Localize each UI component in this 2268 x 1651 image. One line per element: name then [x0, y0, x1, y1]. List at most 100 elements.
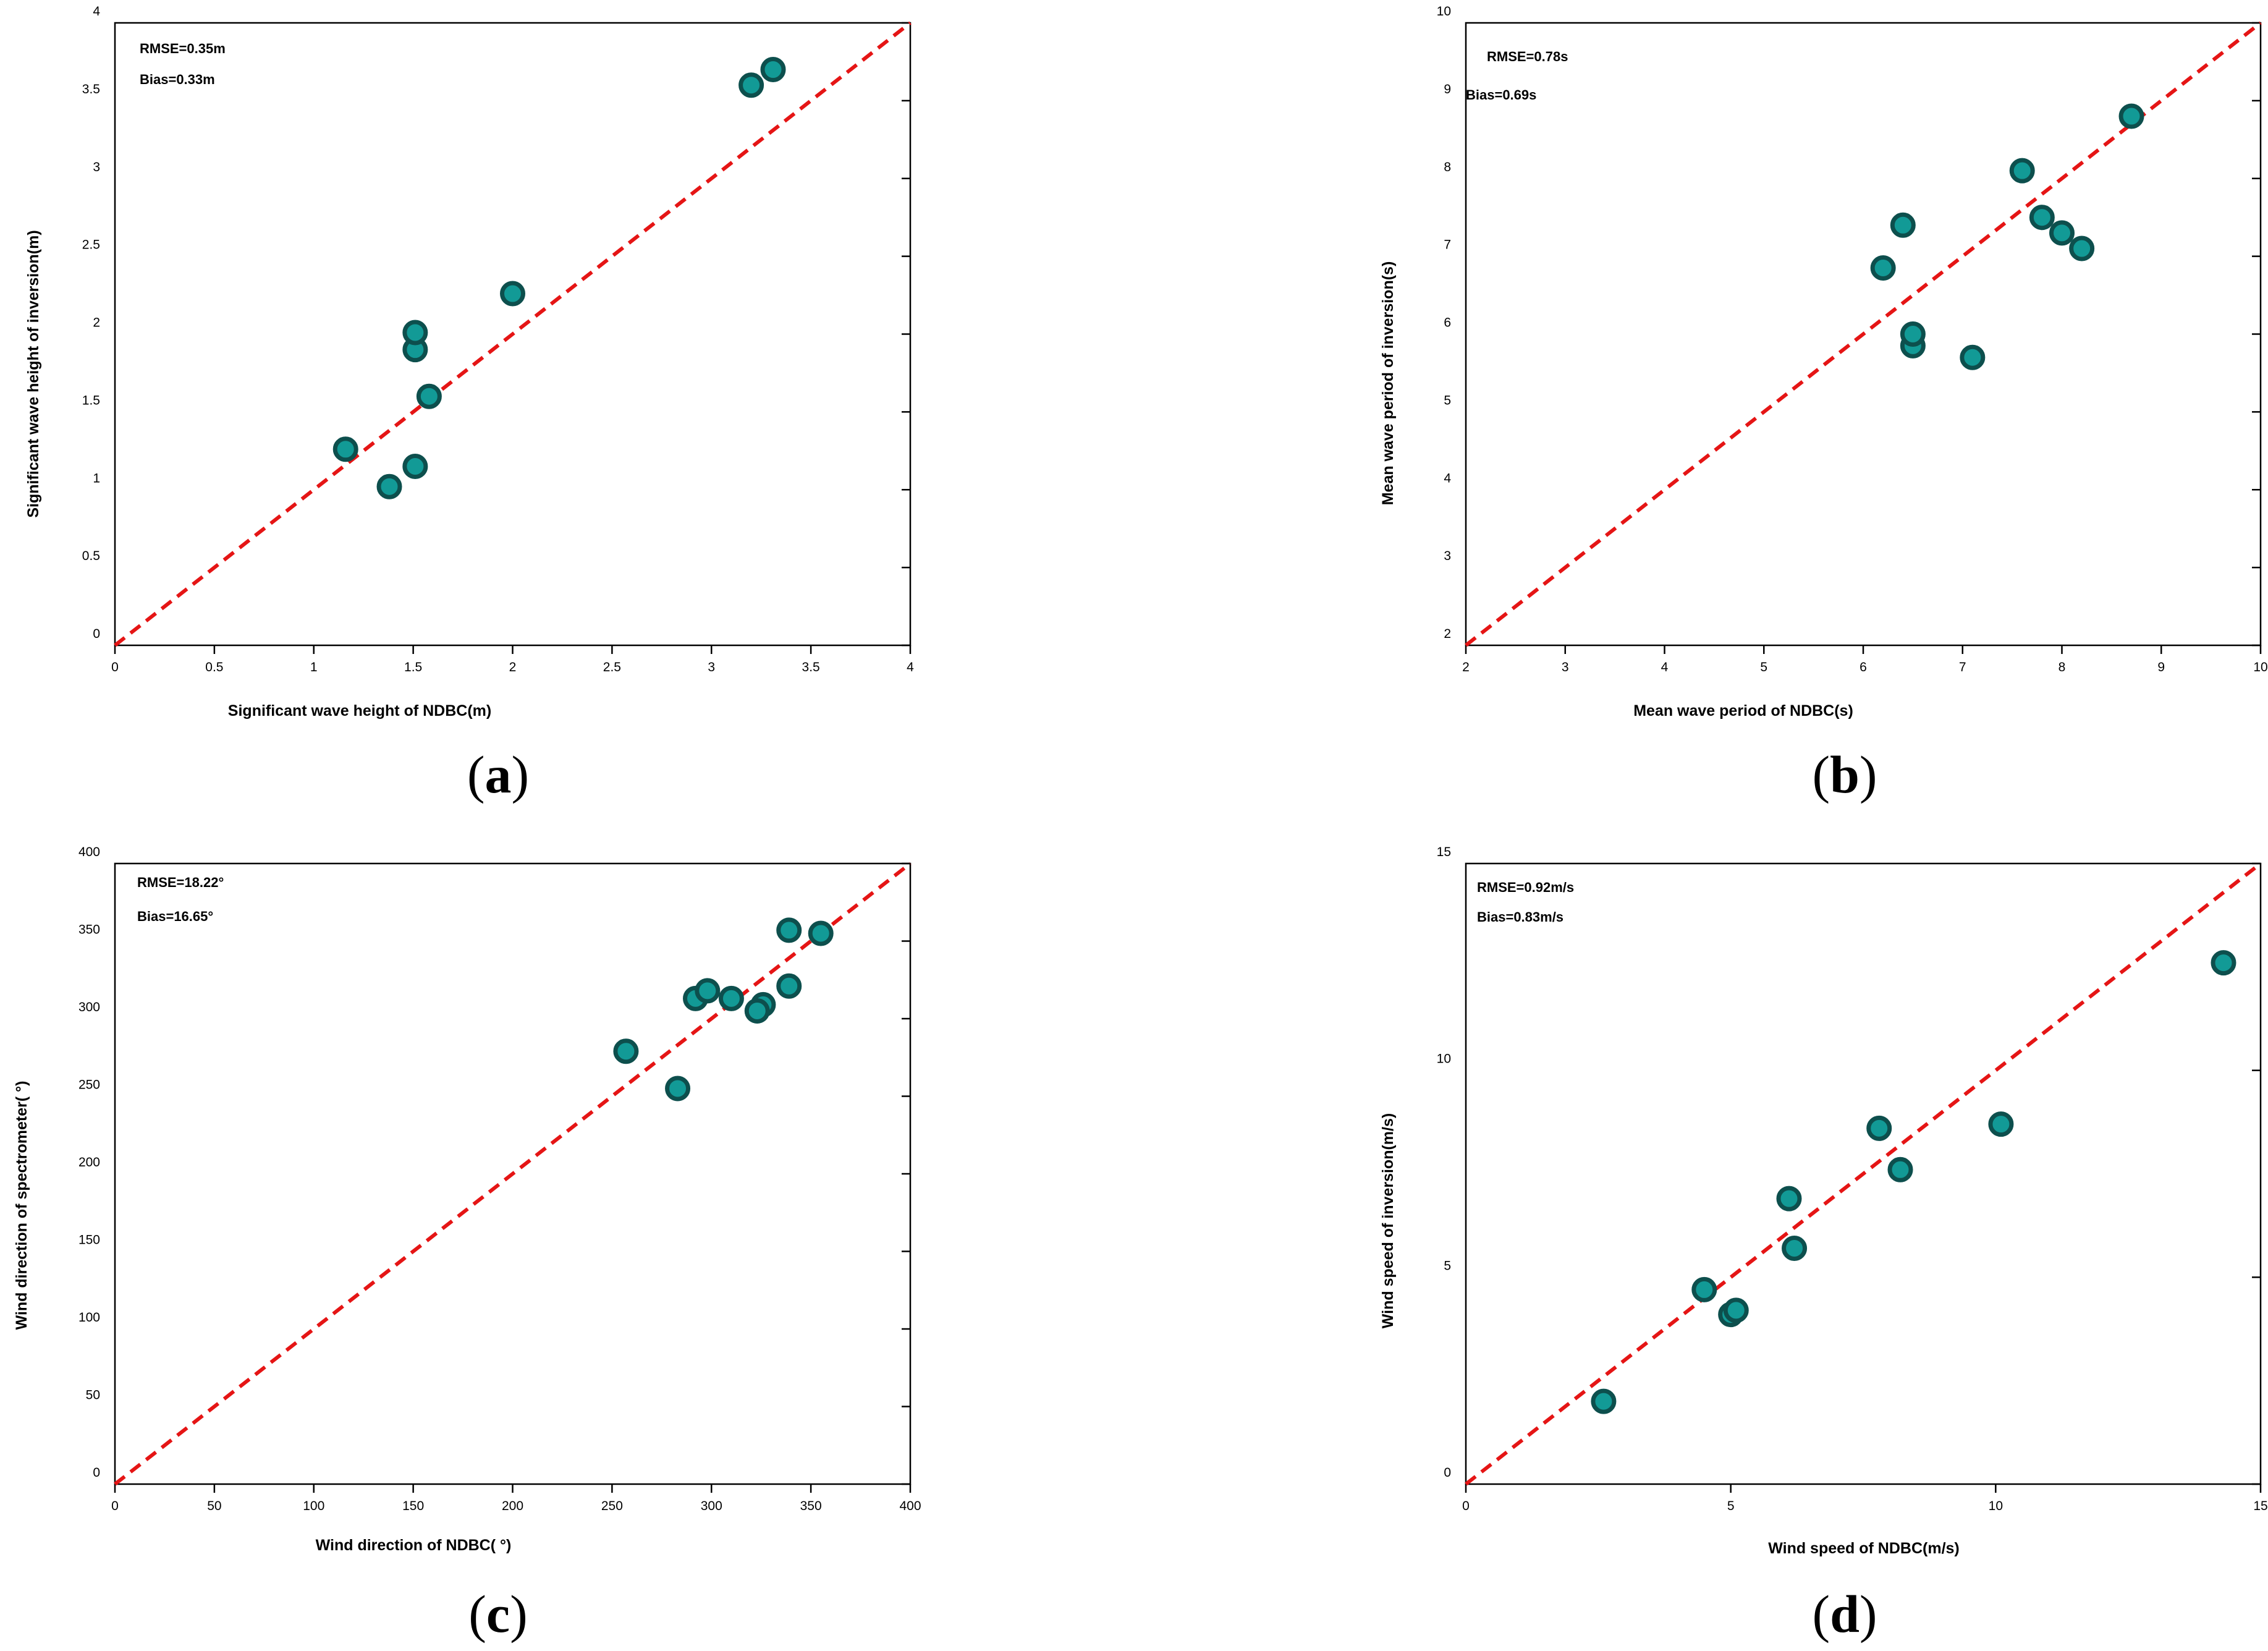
panel-c-data-point — [613, 1038, 639, 1064]
panel-d-caption: (d) — [1812, 1584, 1877, 1644]
panel-a-y-tick-label: 1 — [93, 471, 100, 485]
panel-a-y-tick-label: 0 — [93, 627, 100, 641]
panel-b-data-point — [2118, 103, 2144, 129]
panel-d-plot: 0 5 10 15 0 5 10 15 — [1437, 845, 2268, 1513]
panel-d-data-point — [1988, 1111, 2014, 1137]
panel-b-data-point — [1890, 212, 1916, 238]
panel-a-x-tick-label: 1 — [310, 660, 318, 674]
panel-c-data-point — [718, 985, 744, 1011]
panel-c-x-tick-label: 300 — [701, 1499, 722, 1513]
panel-a: 0 0.5 1 1.5 2 2.5 3 3.5 4 0 0.5 1 1.5 2 2.5 3 3.5 4 RMSE=… — [25, 4, 914, 804]
panel-a-x-tick-label: 2 — [509, 660, 517, 674]
panel-a-x-tick-label: 3 — [708, 660, 715, 674]
panel-c-plot: 0 50 100 150 200 250 300 350 400 0 50 100 150 200 250 3… — [78, 845, 921, 1513]
panel-d-plot-frame — [1465, 862, 2262, 1485]
panel-c-data-point — [808, 920, 834, 946]
panel-c-caption-letter: c — [486, 1584, 510, 1644]
panel-d-data-point — [1723, 1297, 1749, 1323]
panel-c-x-tick-label: 200 — [502, 1499, 523, 1513]
panel-b-data-point — [2029, 205, 2055, 231]
panel-b-y-tick-label: 5 — [1444, 393, 1451, 407]
panel-a-data-point — [738, 72, 764, 98]
panel-a-x-tick-label: 2.5 — [603, 660, 621, 674]
panel-a-y-tick-label: 0.5 — [82, 549, 100, 563]
panel-c-data-point — [665, 1076, 691, 1101]
panel-b-caption-letter: b — [1830, 745, 1860, 804]
panel-d-data-point — [1691, 1276, 1717, 1302]
panel-b-plot: 2 3 4 5 6 7 8 9 10 2 3 4 5 6 7 8 9 10 — [1437, 4, 2268, 674]
panel-a-data-point — [760, 57, 786, 83]
panel-b-data-point — [1900, 321, 1926, 347]
panel-b-y-tick-label: 10 — [1437, 4, 1451, 19]
panel-d-y-tick-label: 10 — [1437, 1052, 1451, 1066]
panel-c-y-tick-label: 50 — [86, 1388, 100, 1403]
panel-c-x-tick-label: 50 — [207, 1499, 221, 1513]
panel-b-caption: (b) — [1812, 745, 1877, 804]
panel-b-x-tick-label: 6 — [1860, 660, 1867, 674]
panel-c-x-tick-label: 350 — [800, 1499, 822, 1513]
panel-b-y-axis-label: Mean wave period of inversion(s) — [1379, 261, 1397, 506]
panel-a-data-point — [500, 281, 525, 307]
panel-d-caption-letter: d — [1830, 1584, 1860, 1644]
panel-d-data-point — [1887, 1157, 1913, 1182]
panel-d-rmse-label: RMSE=0.92m/s — [1477, 880, 1574, 895]
panel-d-data-point — [1782, 1235, 1808, 1261]
panel-b-y-tick-label: 2 — [1444, 627, 1451, 641]
panel-a-x-axis-label: Significant wave height of NDBC(m) — [228, 702, 491, 719]
panel-a-one-to-one-line — [114, 21, 912, 647]
panel-b-x-tick-label: 4 — [1661, 660, 1669, 674]
panel-b-bias-label: Bias=0.69s — [1466, 87, 1536, 103]
panel-b: 2 3 4 5 6 7 8 9 10 2 3 4 5 6 7 8 9 10 RMSE=0.78s Bias=0.6… — [1379, 4, 2268, 804]
panel-a-data-point — [402, 320, 428, 346]
panel-a-y-tick-label: 2 — [93, 316, 100, 330]
panel-b-y-tick-label: 8 — [1444, 160, 1451, 174]
panel-b-data-point — [2069, 236, 2095, 261]
panel-a-x-tick-label: 3.5 — [802, 660, 820, 674]
panel-a-y-tick-label: 4 — [93, 4, 100, 19]
panel-b-x-axis-label: Mean wave period of NDBC(s) — [1633, 702, 1853, 719]
panel-b-data-point — [1960, 344, 1986, 370]
panel-d-one-to-one-line — [1465, 862, 2262, 1486]
panel-b-x-tick-label: 2 — [1462, 660, 1470, 674]
panel-c: 0 50 100 150 200 250 300 350 400 0 50 100 150 200 250 3… — [13, 845, 921, 1644]
panel-b-y-tick-label: 3 — [1444, 549, 1451, 563]
panel-c-x-tick-label: 250 — [601, 1499, 623, 1513]
panel-c-y-axis-label: Wind direction of spectrometer( °) — [13, 1081, 30, 1330]
panel-c-y-tick-label: 350 — [78, 923, 100, 937]
panel-b-x-tick-label: 10 — [2253, 660, 2267, 674]
panel-a-y-tick-label: 1.5 — [82, 393, 100, 407]
panel-b-y-tick-label: 4 — [1444, 471, 1451, 485]
panel-d-x-tick-label: 5 — [1727, 1499, 1735, 1513]
panel-d-y-tick-label: 15 — [1437, 845, 1451, 859]
panel-c-one-to-one-line — [114, 862, 912, 1486]
panel-a-plot: 0 0.5 1 1.5 2 2.5 3 3.5 4 0 0.5 1 1.5 2 2.5 3 3.5 4 — [82, 4, 914, 674]
panel-b-x-tick-label: 7 — [1959, 660, 1966, 674]
panel-b-data-point — [2009, 158, 2035, 184]
panel-c-y-tick-label: 400 — [78, 845, 100, 859]
panel-a-y-tick-label: 2.5 — [82, 238, 100, 252]
panel-a-data-point — [416, 383, 442, 409]
panel-a-x-tick-label: 0 — [111, 660, 119, 674]
panel-c-y-tick-label: 0 — [93, 1466, 100, 1480]
panel-c-data-point — [776, 917, 802, 943]
panel-c-x-axis-label: Wind direction of NDBC( °) — [316, 1537, 512, 1554]
panel-a-caption-letter: a — [485, 745, 512, 804]
panel-a-data-point — [376, 473, 402, 499]
panel-a-data-point — [402, 453, 428, 479]
panel-d-x-tick-label: 15 — [2253, 1499, 2267, 1513]
panel-a-y-tick-label: 3 — [93, 160, 100, 174]
panel-a-rmse-label: RMSE=0.35m — [140, 41, 226, 56]
panel-a-data-point — [332, 436, 358, 462]
panel-b-x-tick-label: 3 — [1562, 660, 1569, 674]
panel-c-y-tick-label: 300 — [78, 1000, 100, 1014]
panel-d-data-point — [2211, 950, 2236, 976]
panel-c-data-point — [776, 973, 802, 999]
panel-c-data-point — [744, 998, 770, 1024]
panel-a-x-tick-label: 0.5 — [205, 660, 223, 674]
panel-d-data-point — [1776, 1186, 1802, 1212]
panel-a-y-axis-label: Significant wave height of inversion(m) — [25, 230, 42, 517]
panel-d-data-point — [1591, 1388, 1617, 1414]
panel-c-rmse-label: RMSE=18.22° — [137, 875, 224, 890]
panel-d-data-point — [1866, 1115, 1892, 1141]
